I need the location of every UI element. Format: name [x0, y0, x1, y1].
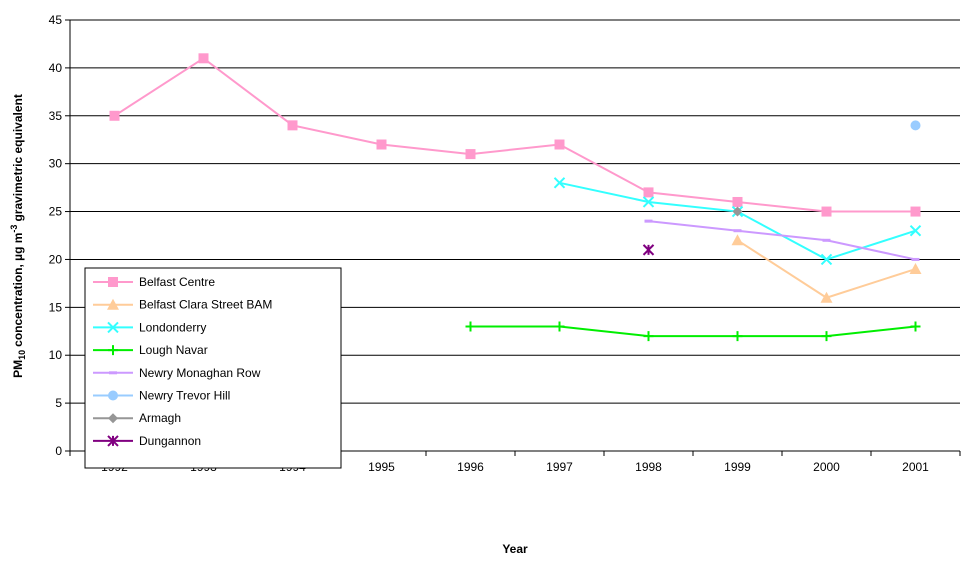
marker — [554, 321, 565, 332]
marker — [465, 149, 476, 160]
legend-label: Dungannon — [139, 434, 201, 448]
marker — [107, 321, 119, 334]
legend-label: Belfast Clara Street BAM — [139, 298, 272, 312]
marker — [643, 331, 654, 342]
legend-label: Belfast Centre — [139, 275, 215, 289]
x-tick-label: 1998 — [635, 460, 662, 474]
marker — [732, 206, 743, 217]
y-tick-label: 5 — [55, 396, 62, 410]
series-line — [736, 239, 916, 299]
marker — [376, 139, 387, 150]
y-tick-label: 40 — [49, 61, 63, 75]
legend-label: Newry Trevor Hill — [139, 389, 230, 403]
marker — [107, 298, 119, 310]
marker — [909, 225, 922, 237]
y-tick-label: 30 — [49, 157, 63, 171]
marker — [733, 229, 742, 233]
marker — [732, 196, 743, 207]
marker — [821, 331, 832, 342]
marker — [644, 219, 653, 223]
legend-box — [84, 267, 342, 469]
marker — [911, 257, 920, 261]
marker — [820, 253, 833, 266]
marker — [108, 345, 118, 356]
marker — [910, 321, 921, 332]
marker — [287, 120, 298, 131]
x-tick-label: 1997 — [546, 460, 573, 474]
marker — [822, 238, 831, 242]
y-tick-label: 15 — [49, 300, 63, 314]
marker — [109, 371, 117, 375]
marker — [910, 120, 921, 131]
marker — [910, 206, 921, 217]
y-title-part: -3 — [9, 225, 19, 233]
x-tick-label: 2000 — [813, 460, 840, 474]
marker — [108, 277, 118, 287]
y-tick-label: 35 — [49, 109, 63, 123]
legend-label: Newry Monaghan Row — [139, 366, 261, 380]
marker — [909, 263, 922, 275]
marker — [108, 413, 118, 424]
series-line — [113, 57, 916, 213]
y-axis-title: PM10 concentration, µg m-3 gravimetric equ… — [9, 94, 27, 378]
y-title-part: 10 — [17, 350, 27, 360]
x-tick-label: 1995 — [368, 460, 395, 474]
marker — [820, 291, 833, 303]
series-line — [648, 220, 916, 261]
marker — [553, 177, 566, 189]
y-tick-label: 45 — [49, 13, 63, 27]
x-tick-label: 1996 — [457, 460, 484, 474]
x-tick-label: 1999 — [724, 460, 751, 474]
marker — [109, 110, 120, 121]
legend-label: Armagh — [139, 411, 181, 425]
marker — [107, 435, 119, 447]
y-tick-label: 0 — [55, 444, 62, 458]
marker — [465, 321, 476, 332]
marker — [732, 331, 743, 342]
x-axis-title: Year — [502, 542, 528, 556]
y-tick-label: 10 — [49, 348, 63, 362]
y-title-part: PM — [11, 360, 25, 378]
y-tick-label: 20 — [49, 252, 63, 266]
marker — [198, 53, 209, 64]
y-title-part: gravimetric equivalent — [11, 94, 25, 221]
legend-label: Londonderry — [139, 320, 206, 334]
marker — [731, 234, 744, 246]
marker — [642, 244, 655, 256]
x-tick-label: 2001 — [902, 460, 929, 474]
series-line — [470, 325, 916, 338]
marker — [108, 390, 118, 401]
marker — [643, 187, 654, 198]
y-tick-label: 25 — [49, 205, 63, 219]
legend-label: Lough Navar — [139, 343, 208, 357]
marker — [554, 139, 565, 150]
marker — [642, 196, 655, 208]
y-title-part: concentration, µg m — [11, 233, 25, 347]
marker — [821, 206, 832, 217]
